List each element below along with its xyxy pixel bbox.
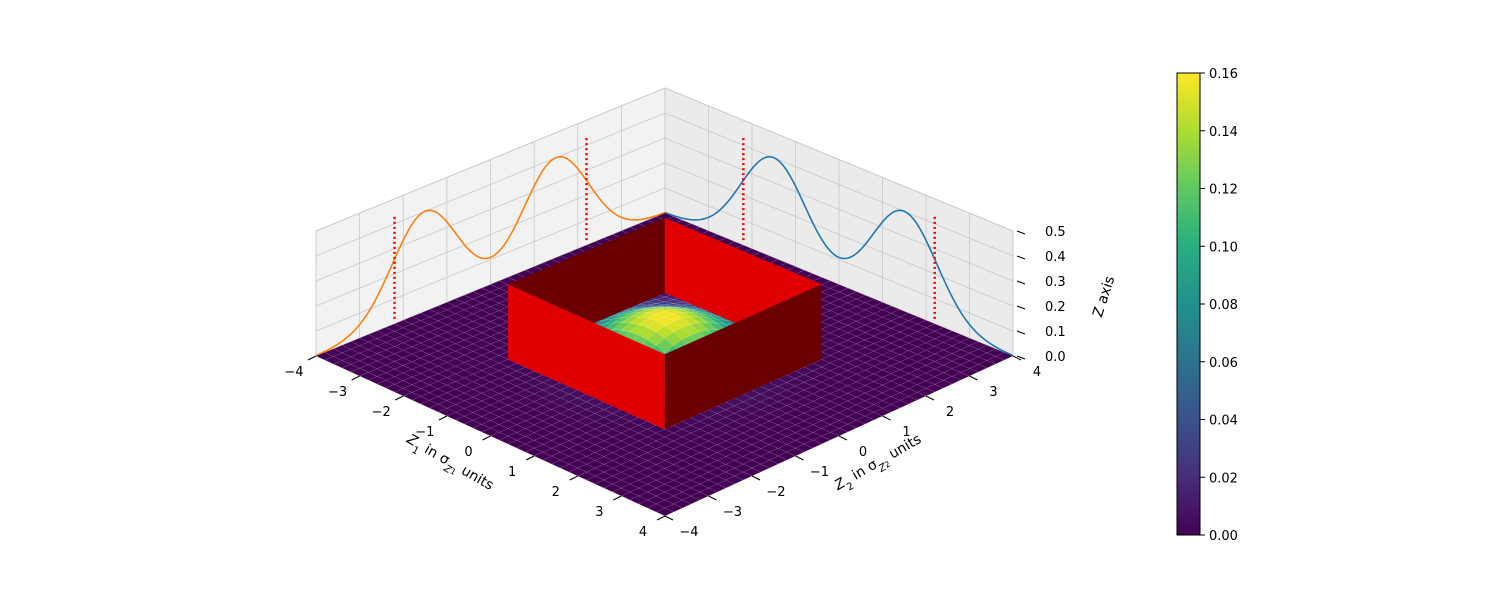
x-tick bbox=[352, 376, 360, 380]
y-tick-label: 2 bbox=[946, 405, 954, 420]
x-tick-label: 2 bbox=[552, 485, 560, 500]
colorbar-tick-label: 0.16 bbox=[1209, 67, 1238, 82]
x-tick bbox=[526, 456, 534, 460]
x-tick bbox=[483, 436, 491, 440]
colorbar-tick-label: 0.14 bbox=[1209, 125, 1238, 140]
colorbar: 0.00 0.02 0.04 0.06 0.08 0.10 0.12 0.14 0.16 bbox=[1177, 67, 1238, 544]
y-tick-label: 4 bbox=[1033, 365, 1041, 380]
x-tick-label: −3 bbox=[328, 385, 347, 400]
z-tick-label: 0.5 bbox=[1045, 225, 1066, 240]
colorbar-tick-label: 0.02 bbox=[1209, 471, 1238, 486]
colorbar-tick-label: 0.04 bbox=[1209, 414, 1238, 429]
x-axis-label: Z1 in σZ1 units bbox=[401, 431, 496, 498]
x-tick-label: 0 bbox=[464, 445, 472, 460]
y-tick bbox=[709, 496, 717, 500]
y-tick bbox=[796, 456, 804, 460]
z-tick bbox=[1017, 256, 1025, 259]
x-tick bbox=[613, 496, 621, 500]
y-tick-label: −3 bbox=[723, 505, 742, 520]
colorbar-tick-label: 0.06 bbox=[1209, 356, 1238, 371]
x-tick bbox=[439, 416, 447, 420]
y-tick-label: −2 bbox=[766, 485, 785, 500]
y-tick bbox=[883, 416, 891, 420]
z-tick bbox=[1017, 231, 1025, 234]
z-tick bbox=[1017, 281, 1025, 284]
y-axis-label: Z2 in σZ2 units bbox=[831, 431, 926, 498]
colorbar-tick-label: 0.12 bbox=[1209, 183, 1238, 198]
z-tick-label: 0.4 bbox=[1045, 250, 1066, 265]
x-tick-label: −2 bbox=[372, 405, 391, 420]
y-tick bbox=[665, 516, 673, 520]
x-tick-label: −4 bbox=[284, 365, 303, 380]
colorbar-tick-label: 0.10 bbox=[1209, 240, 1238, 255]
x-tick-label: 4 bbox=[639, 525, 647, 540]
y-tick-label: −4 bbox=[679, 525, 698, 540]
x-tick bbox=[395, 396, 403, 400]
y-tick-label: −1 bbox=[810, 465, 829, 480]
z-tick-label: 0.1 bbox=[1045, 325, 1066, 340]
y-tick bbox=[970, 376, 978, 380]
y-tick bbox=[839, 436, 847, 440]
z-tick-label: 0.3 bbox=[1045, 275, 1066, 290]
y-tick bbox=[926, 396, 934, 400]
z-tick bbox=[1017, 331, 1025, 334]
x-tick bbox=[570, 476, 578, 480]
colorbar-gradient bbox=[1177, 73, 1200, 535]
x-tick bbox=[308, 356, 316, 360]
colorbar-tick-label: 0.00 bbox=[1209, 529, 1238, 544]
z-tick bbox=[1017, 306, 1025, 309]
y-tick bbox=[752, 476, 760, 480]
x-tick-label: 1 bbox=[508, 465, 516, 480]
z-tick-label: 0.2 bbox=[1045, 300, 1066, 315]
colorbar-tick-label: 0.08 bbox=[1209, 298, 1238, 313]
x-tick-label: 3 bbox=[595, 505, 603, 520]
y-tick-label: 0 bbox=[859, 445, 867, 460]
x-tick bbox=[657, 516, 665, 520]
z-tick-label: 0.0 bbox=[1045, 350, 1066, 365]
y-tick-label: 3 bbox=[989, 385, 997, 400]
z-axis-label: Z axis bbox=[1090, 274, 1118, 319]
